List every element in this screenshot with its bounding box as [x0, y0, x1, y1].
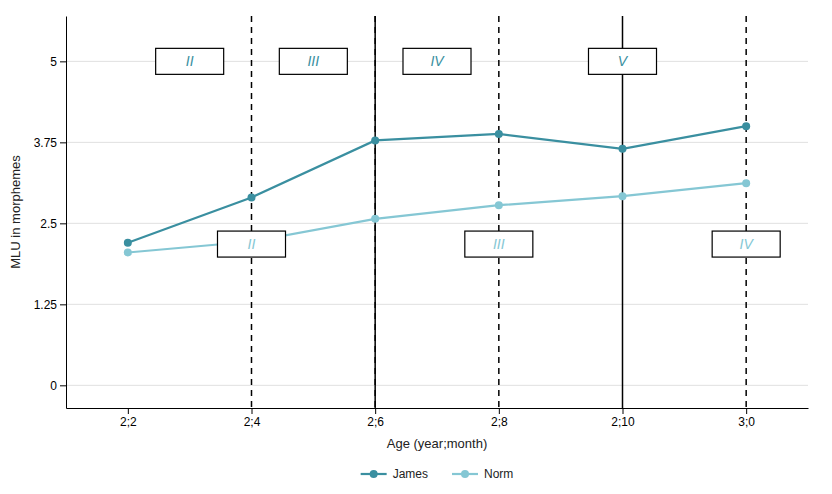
point — [495, 130, 503, 138]
series — [124, 122, 750, 247]
legend-item: James — [361, 467, 428, 481]
y-tick-label: 3.75 — [34, 136, 58, 150]
x-tick-mark — [499, 408, 500, 414]
annotation: III — [465, 231, 533, 257]
annotation-text: V — [618, 53, 629, 69]
point — [619, 145, 627, 153]
annotation-text: II — [186, 53, 194, 69]
point — [742, 179, 750, 187]
grid-line — [66, 304, 808, 305]
x-tick-mark — [375, 408, 376, 414]
legend-marker — [461, 470, 469, 478]
y-axis: 0 1.25 2.5 3.75 5 — [34, 17, 67, 409]
annotation: II — [156, 48, 224, 74]
point — [495, 201, 503, 209]
legend-label: James — [393, 467, 428, 481]
x-tick: 3;0 — [738, 408, 755, 429]
legend-marker — [370, 470, 378, 478]
y-tick-mark — [60, 304, 66, 305]
annotation-box — [712, 231, 780, 257]
reference-line — [498, 16, 500, 408]
point — [124, 239, 132, 247]
annotation-box — [156, 48, 224, 74]
marks — [124, 16, 750, 408]
grid — [66, 61, 808, 385]
x-tick: 2;8 — [491, 408, 508, 429]
annotation: IV — [712, 231, 780, 257]
x-tick-mark — [623, 408, 624, 414]
y-tick: 0 — [50, 379, 66, 393]
point — [371, 136, 379, 144]
point — [619, 192, 627, 200]
y-tick-mark — [60, 385, 66, 386]
reference-line — [374, 16, 376, 408]
x-tick-label: 2;10 — [611, 415, 635, 429]
annotation-box — [465, 231, 533, 257]
y-tick: 5 — [50, 55, 66, 69]
x-tick-label: 3;0 — [738, 415, 755, 429]
chart: 0 1.25 2.5 3.75 5 2;2 2;4 2;6 2;8 2;10 3;0 Age (yea… — [0, 0, 832, 494]
y-tick-label: 5 — [50, 55, 57, 69]
y-tick-label: 1.25 — [34, 298, 58, 312]
annotation-box — [588, 48, 656, 74]
y-tick-mark — [60, 223, 66, 224]
point — [371, 215, 379, 223]
y-tick-mark — [60, 142, 66, 143]
annotation-text: III — [307, 53, 319, 69]
x-tick-mark — [252, 408, 253, 414]
y-tick: 3.75 — [34, 136, 66, 150]
grid-line — [66, 142, 808, 143]
plot: 0 1.25 2.5 3.75 5 2;2 2;4 2;6 2;8 2;10 3;0 Age (yea… — [8, 16, 809, 451]
annotation: III — [279, 48, 347, 74]
annotation-text: II — [248, 236, 256, 252]
x-tick: 2;2 — [120, 408, 137, 429]
grid-line — [66, 385, 808, 386]
x-axis: 2;2 2;4 2;6 2;8 2;10 3;0 — [67, 408, 809, 429]
y-axis-title: MLU in morphemes — [8, 155, 23, 269]
annotation-box — [217, 231, 285, 257]
x-tick-label: 2;2 — [120, 415, 137, 429]
x-tick: 2;4 — [244, 408, 261, 429]
annotations: IIIIIIVVIIIIIIV — [156, 48, 781, 257]
x-tick-label: 2;8 — [491, 415, 508, 429]
annotation: II — [217, 231, 285, 257]
series-line — [128, 126, 746, 243]
legend-item: Norm — [452, 467, 513, 481]
annotation-box — [279, 48, 347, 74]
y-tick: 1.25 — [34, 298, 66, 312]
x-axis-line — [67, 408, 809, 409]
point — [742, 122, 750, 130]
annotation-text: IV — [430, 53, 445, 69]
y-tick: 2.5 — [40, 217, 66, 231]
x-axis-title: Age (year;month) — [387, 436, 487, 451]
x-tick: 2;10 — [611, 408, 635, 429]
y-axis-line — [66, 17, 67, 409]
annotation: IV — [403, 48, 471, 74]
point — [124, 248, 132, 256]
reference-line — [374, 16, 376, 408]
annotation-text: III — [493, 236, 505, 252]
point — [248, 193, 256, 201]
annotation: V — [588, 48, 656, 74]
y-tick-label: 0 — [50, 379, 57, 393]
series — [124, 179, 750, 256]
reference-line — [745, 16, 747, 408]
y-tick-mark — [60, 61, 66, 62]
x-tick-mark — [746, 408, 747, 414]
legend: James Norm — [361, 467, 514, 481]
x-tick-label: 2;6 — [367, 415, 384, 429]
annotation-box — [403, 48, 471, 74]
annotation-text: IV — [740, 236, 755, 252]
x-tick: 2;6 — [367, 408, 384, 429]
x-tick-label: 2;4 — [244, 415, 261, 429]
x-tick-mark — [128, 408, 129, 414]
reference-line — [251, 16, 253, 408]
y-tick-label: 2.5 — [40, 217, 57, 231]
legend-label: Norm — [484, 467, 513, 481]
